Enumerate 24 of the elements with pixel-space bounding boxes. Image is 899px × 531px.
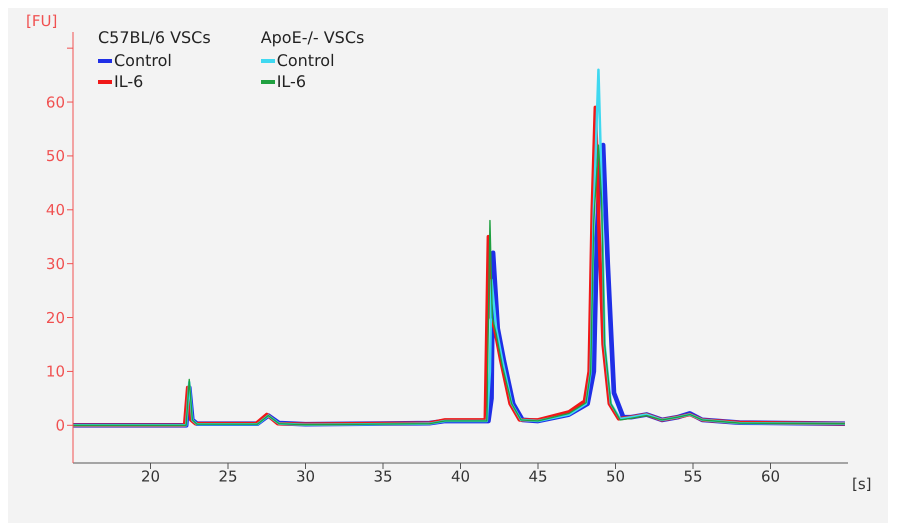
- x-tick-label: 60: [760, 468, 780, 486]
- legend-label: IL-6: [114, 72, 144, 91]
- y-tick-label: 20: [46, 308, 65, 327]
- x-tick-label: 20: [140, 468, 160, 486]
- x-tick-label: 30: [296, 468, 316, 486]
- y-axis-title: [FU]: [26, 12, 58, 30]
- y-tick-label: 50: [46, 147, 65, 166]
- y-tick-label: 10: [46, 362, 65, 381]
- x-tick-label: 40: [450, 468, 470, 486]
- y-tick-label: 60: [46, 93, 65, 112]
- x-tick-label: 35: [373, 468, 393, 486]
- x-tick-label: 45: [528, 468, 548, 486]
- x-tick-label: 50: [606, 468, 626, 486]
- x-axis-title: [s]: [852, 475, 872, 493]
- y-tick-label: 0: [55, 416, 65, 435]
- y-tick-label: 40: [46, 201, 65, 220]
- legend-label: IL-6: [276, 72, 306, 91]
- legend-label: Control: [114, 51, 172, 70]
- y-tick-label: 30: [46, 254, 65, 273]
- x-tick-label: 25: [218, 468, 238, 486]
- legend-label: Control: [276, 51, 335, 70]
- x-tick-label: 55: [683, 468, 703, 486]
- annotation: ApoE-/- VSCs: [260, 28, 364, 47]
- annotation: C57BL/6 VSCs: [98, 28, 211, 47]
